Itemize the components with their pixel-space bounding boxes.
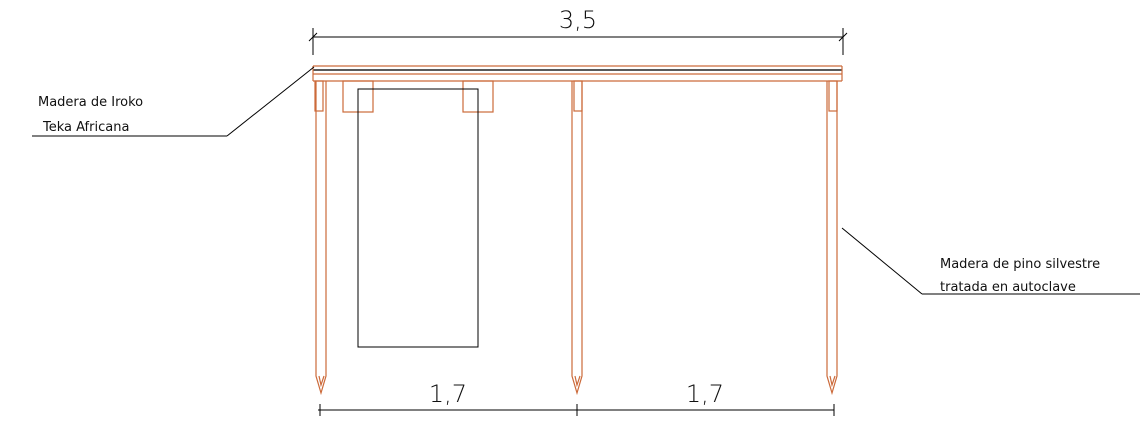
deck-top (312, 65, 843, 82)
right-label-line2: tratada en autoclave (940, 280, 1076, 295)
right-callout: Madera de pino silvestre tratada en auto… (841, 227, 1140, 295)
top-dimension-left-slash (308, 32, 318, 42)
post-right-tip (829, 375, 836, 388)
bottom-dimension-right-value: 1,7 (686, 380, 724, 408)
post-left-cap (314, 80, 324, 112)
post-right (826, 80, 838, 396)
top-dimension-value: 3,5 (559, 6, 597, 34)
post-middle (571, 80, 583, 396)
post-middle-tip (574, 375, 581, 388)
post-right-cap (828, 80, 838, 112)
right-leader-line (841, 227, 923, 295)
left-callout: Madera de Iroko Teka Africana (32, 66, 315, 137)
post-left (314, 80, 327, 396)
right-label-line1: Madera de pino silvestre (940, 257, 1100, 272)
top-dimension: 3,5 (308, 6, 848, 55)
post-right-body (826, 81, 838, 396)
deck-brackets (342, 80, 494, 113)
bottom-dimension: 1,7 1,7 (318, 380, 835, 416)
post-left-body (315, 81, 327, 396)
top-dimension-right-slash (838, 32, 848, 42)
bottom-dimension-left-value: 1,7 (429, 380, 467, 408)
post-left-tip (318, 375, 325, 388)
left-label-line2: Teka Africana (42, 120, 129, 135)
central-box (357, 88, 479, 348)
post-middle-body (571, 81, 583, 396)
left-leader-line (226, 66, 315, 137)
left-label-line1: Madera de Iroko (38, 95, 143, 110)
post-middle-cap (573, 80, 583, 112)
